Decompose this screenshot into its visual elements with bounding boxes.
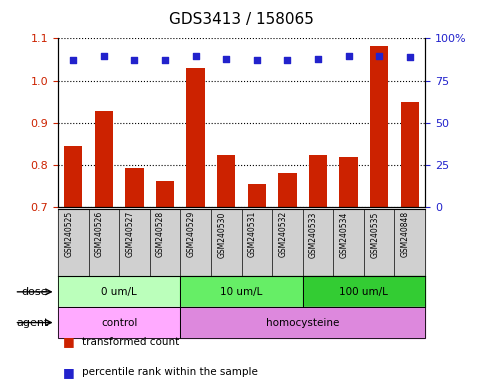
Text: agent: agent (16, 318, 48, 328)
Text: homocysteine: homocysteine (266, 318, 340, 328)
Point (222, 56, 230, 62)
Text: GSM240528: GSM240528 (156, 211, 165, 257)
Bar (248, 184, 266, 207)
Bar (125, 168, 143, 207)
Point (375, 53, 383, 59)
Point (314, 56, 322, 63)
Text: GSM240526: GSM240526 (95, 211, 104, 257)
Bar (278, 173, 297, 207)
Point (192, 53, 199, 59)
Point (406, 54, 413, 60)
Point (70, 57, 77, 63)
Text: GSM240534: GSM240534 (340, 211, 349, 258)
Text: GSM240525: GSM240525 (64, 211, 73, 257)
Point (130, 57, 138, 63)
Text: transformed count: transformed count (82, 337, 179, 347)
Bar (309, 155, 327, 207)
Point (284, 56, 291, 63)
Text: GSM240527: GSM240527 (126, 211, 134, 257)
Text: control: control (101, 318, 137, 328)
Bar (370, 46, 388, 207)
Text: GSM240535: GSM240535 (370, 211, 379, 258)
Text: ■: ■ (63, 366, 74, 379)
Text: ■: ■ (63, 335, 74, 348)
Text: GSM240531: GSM240531 (248, 211, 257, 257)
Text: 10 um/L: 10 um/L (220, 287, 263, 297)
Text: GDS3413 / 158065: GDS3413 / 158065 (169, 12, 314, 27)
Bar (156, 181, 174, 207)
Text: GSM240848: GSM240848 (401, 211, 410, 257)
Text: 0 um/L: 0 um/L (101, 287, 137, 297)
Bar (340, 157, 358, 207)
Text: percentile rank within the sample: percentile rank within the sample (82, 367, 258, 377)
Text: dose: dose (22, 287, 48, 297)
Point (345, 53, 353, 60)
Point (161, 56, 169, 63)
Text: GSM240529: GSM240529 (186, 211, 196, 257)
Text: GSM240532: GSM240532 (278, 211, 287, 257)
Bar (400, 102, 419, 207)
Bar (186, 68, 205, 207)
Bar (217, 155, 235, 207)
Text: GSM240530: GSM240530 (217, 211, 226, 258)
Bar (64, 146, 83, 207)
Bar (95, 111, 113, 207)
Point (253, 57, 261, 63)
Point (100, 53, 108, 60)
Text: 100 um/L: 100 um/L (340, 287, 388, 297)
Text: GSM240533: GSM240533 (309, 211, 318, 258)
